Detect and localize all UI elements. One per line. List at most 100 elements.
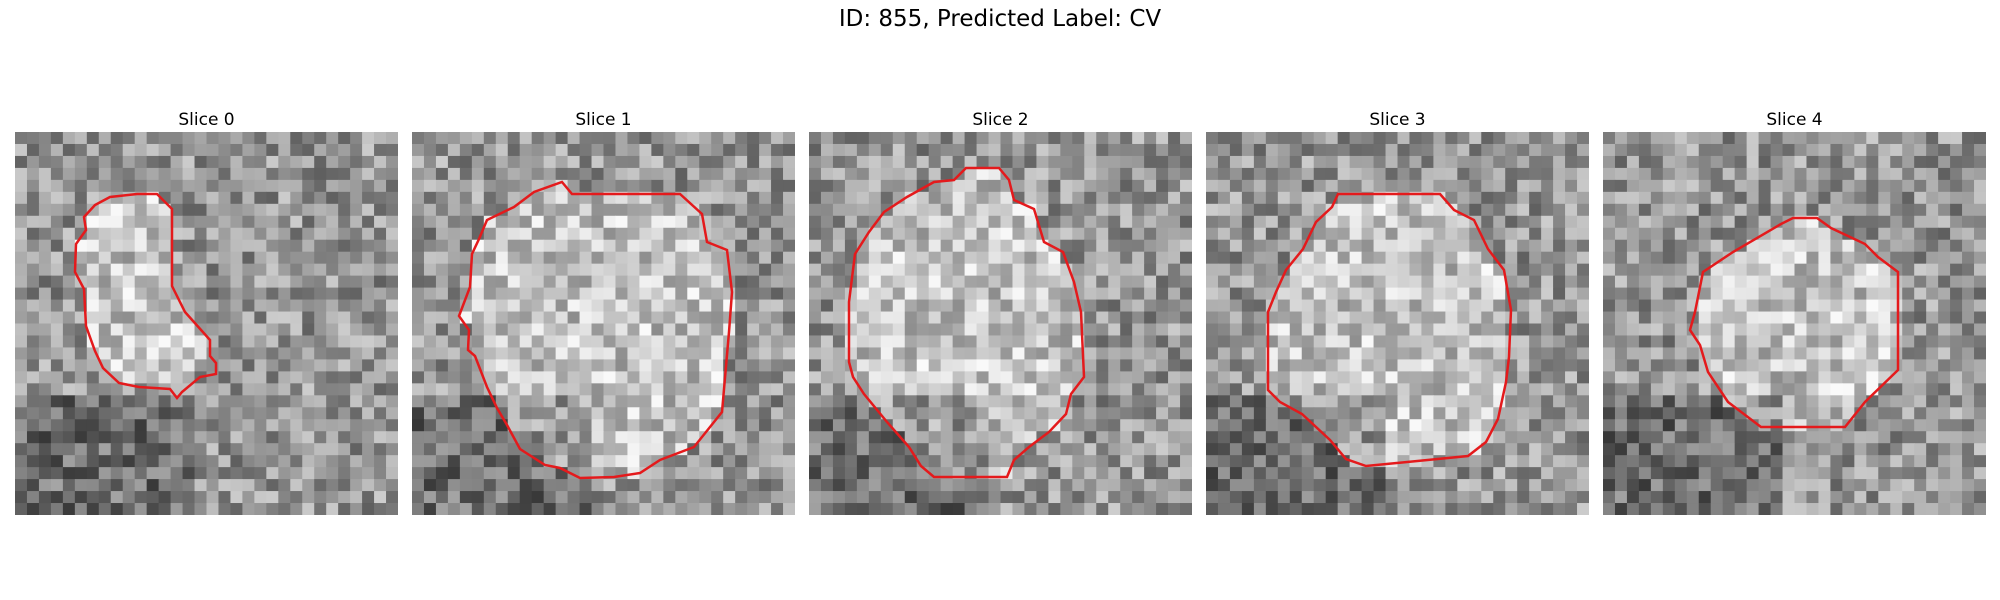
pixel-cell [1373,239,1387,253]
pixel-cell [1144,407,1157,420]
pixel-cell [771,215,784,229]
pixel-cell [1914,287,1927,301]
pixel-cell [940,179,954,193]
pixel-cell [170,203,184,217]
pixel-cell [1541,335,1554,348]
pixel-cell [26,491,40,504]
pixel-cell [1108,395,1121,408]
pixel-cell [1048,395,1061,408]
pixel-cell [759,143,772,157]
pixel-cell [314,251,327,265]
pixel-cell [1325,239,1339,253]
pixel-cell [1144,143,1157,157]
pixel-cell [194,215,207,229]
pixel-cell [170,323,184,336]
pixel-cell [1385,311,1398,324]
pixel-cell [543,323,557,336]
pixel-cell [1096,383,1109,396]
pixel-cell [1950,299,1963,313]
pixel-cell [1385,179,1398,193]
pixel-cell [1638,263,1652,277]
pixel-cell [1638,155,1652,169]
pixel-cell [1289,167,1303,181]
pixel-cell [435,227,449,241]
pixel-cell [809,491,822,504]
pixel-cell [86,383,100,396]
pixel-cell [230,371,243,384]
pixel-cell [1144,239,1157,253]
pixel-cell [1481,419,1494,432]
pixel-cell [134,143,148,157]
pixel-cell [1746,191,1760,205]
pixel-cell [98,179,112,193]
pixel-cell [26,335,40,348]
pixel-cell [783,491,795,504]
pixel-cell [206,215,219,229]
pixel-cell [447,251,461,265]
pixel-cell [412,143,425,157]
pixel-cell [555,251,569,265]
pixel-cell [747,167,760,181]
pixel-cell [1842,371,1855,384]
pixel-cell [663,335,676,348]
pixel-cell [242,203,255,217]
pixel-cell [856,467,870,480]
pixel-cell [1217,251,1231,265]
pixel-cell [471,323,485,336]
pixel-cell [1770,431,1784,444]
pixel-cell [1770,227,1784,241]
pixel-cell [615,215,628,229]
pixel-cell [1914,239,1927,253]
pixel-cell [711,395,724,408]
pixel-cell [1914,395,1927,408]
pixel-cell [1206,155,1219,169]
pixel-cell [759,215,772,229]
pixel-cell [1313,347,1327,360]
pixel-cell [471,383,485,396]
pixel-cell [110,395,124,408]
pixel-cell [771,203,784,217]
pixel-cell [976,215,990,229]
pixel-cell [230,455,243,468]
pixel-cell [759,203,772,217]
pixel-cell [218,155,231,169]
pixel-cell [218,323,231,336]
pixel-cell [928,155,942,169]
pixel-cell [1734,275,1748,289]
pixel-cell [1012,179,1025,193]
pixel-cell [1373,467,1387,480]
pixel-cell [531,359,545,372]
pixel-cell [567,395,581,408]
pixel-cell [170,395,184,408]
pixel-cell [1120,395,1133,408]
pixel-cell [531,467,545,480]
pixel-cell [1830,143,1843,157]
pixel-cell [230,275,243,289]
pixel-cell [1373,143,1387,157]
pixel-cell [1289,455,1303,468]
pixel-cell [326,143,339,157]
pixel-cell [1854,347,1867,360]
pixel-cell [615,503,628,515]
pixel-cell [832,239,846,253]
pixel-cell [62,479,76,492]
pixel-cell [326,407,339,420]
pixel-cell [15,455,28,468]
pixel-cell [1084,503,1097,515]
pixel-cell [1156,455,1169,468]
pixel-cell [1361,251,1375,265]
pixel-cell [639,287,652,301]
pixel-cell [880,239,894,253]
pixel-cell [964,311,978,324]
pixel-cell [435,132,449,145]
pixel-cell [567,419,581,432]
pixel-cell [1553,143,1566,157]
pixel-cell [134,419,148,432]
pixel-cell [1084,323,1097,336]
pixel-cell [1156,443,1169,456]
pixel-cell [1638,323,1652,336]
pixel-cell [62,239,76,253]
pixel-cell [1638,251,1652,265]
pixel-cell [266,227,279,241]
pixel-cell [880,479,894,492]
